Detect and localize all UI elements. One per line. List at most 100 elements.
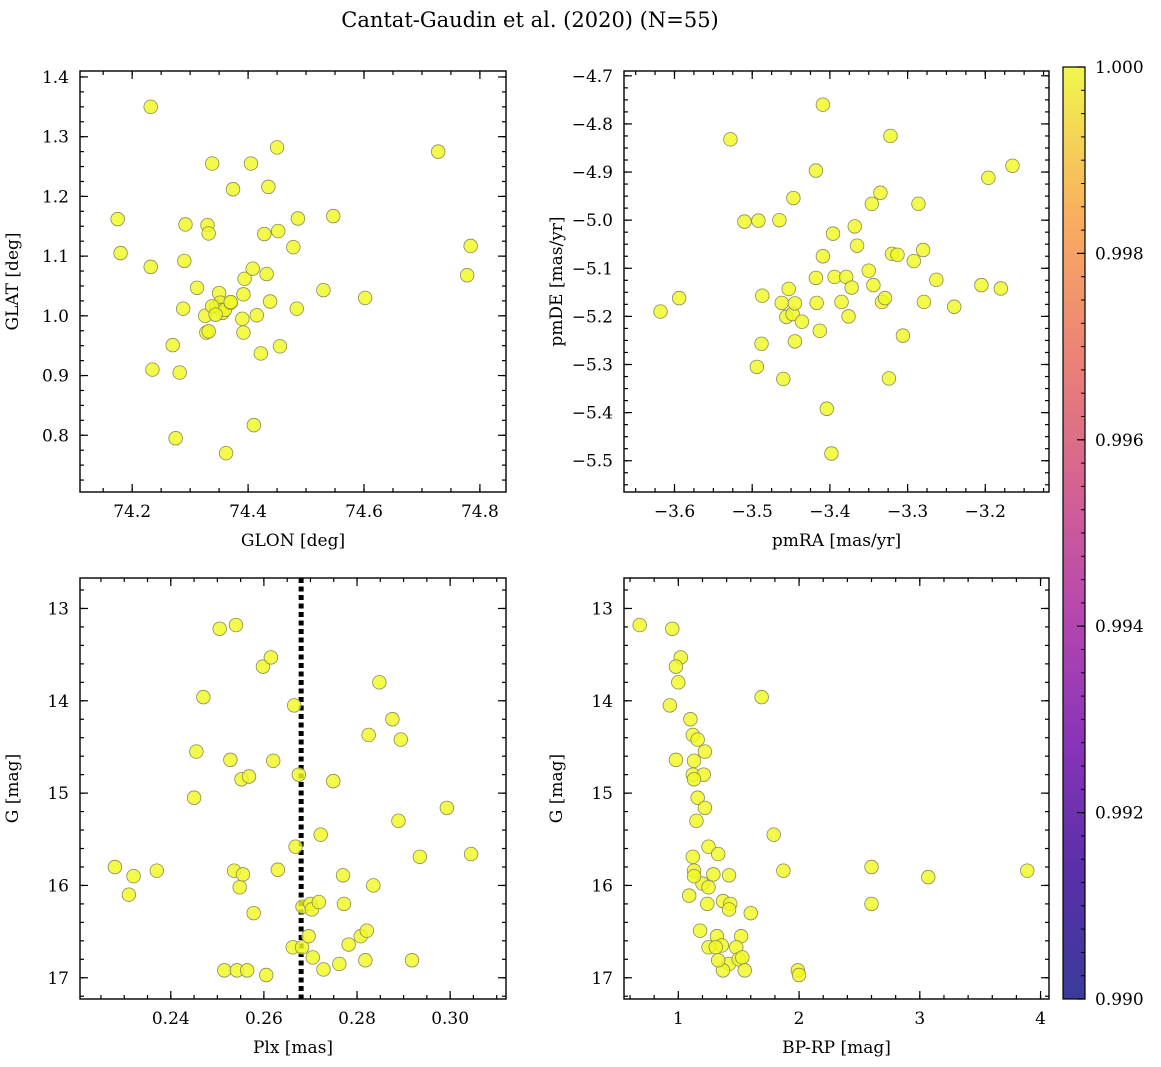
y-tick-label: −5.0 bbox=[572, 211, 613, 231]
axes-frame bbox=[623, 577, 1050, 1000]
data-point bbox=[391, 813, 406, 829]
data-point bbox=[819, 401, 834, 416]
data-point bbox=[981, 170, 996, 186]
data-point bbox=[311, 894, 327, 910]
scatter-points bbox=[632, 617, 1035, 983]
data-point bbox=[861, 263, 876, 278]
data-point bbox=[906, 253, 922, 269]
data-point bbox=[700, 896, 715, 912]
data-point bbox=[361, 727, 376, 743]
axis-ticks bbox=[80, 71, 506, 492]
data-point bbox=[225, 182, 241, 197]
y-tick-label: 15 bbox=[47, 784, 69, 804]
y-tick-label: −5.1 bbox=[572, 259, 613, 279]
y-tick-label: 16 bbox=[47, 876, 69, 896]
data-point bbox=[772, 212, 787, 228]
data-point bbox=[218, 445, 234, 461]
data-point bbox=[864, 859, 879, 875]
y-tick-label: 13 bbox=[591, 599, 613, 619]
data-point bbox=[881, 371, 897, 386]
data-point bbox=[686, 753, 702, 769]
x-tick-label: 1 bbox=[673, 1009, 684, 1029]
data-point bbox=[916, 294, 932, 310]
data-point bbox=[201, 324, 216, 339]
scatter-points bbox=[107, 617, 479, 983]
data-point bbox=[341, 937, 356, 952]
data-point bbox=[808, 163, 824, 178]
y-tick-label: 16 bbox=[591, 876, 613, 896]
data-point bbox=[692, 923, 708, 938]
y-axis-label: G [mag] bbox=[547, 754, 567, 823]
y-tick-label: 1.0 bbox=[42, 307, 69, 327]
data-point bbox=[266, 753, 281, 769]
data-point bbox=[824, 446, 839, 461]
data-point bbox=[915, 242, 931, 258]
x-axis-label: GLON [deg] bbox=[241, 531, 345, 551]
data-point bbox=[263, 650, 279, 665]
colorbar-tick-label: 0.994 bbox=[1095, 617, 1144, 637]
panel-2: −3.6 −3.5 −3.4 −3.3 −3.2 −5.5 −5.4 −5.3 −5.2 −5.1… bbox=[547, 67, 1050, 551]
data-point bbox=[911, 196, 926, 211]
data-point bbox=[743, 905, 758, 921]
data-point bbox=[812, 323, 827, 339]
data-point bbox=[145, 362, 160, 377]
data-point bbox=[686, 772, 702, 787]
data-point bbox=[189, 280, 205, 295]
x-tick-label: 74.6 bbox=[345, 502, 383, 522]
data-point bbox=[243, 156, 259, 171]
data-point bbox=[751, 213, 766, 228]
y-tick-label: 14 bbox=[47, 692, 69, 712]
data-point bbox=[929, 272, 944, 288]
data-point bbox=[246, 417, 262, 433]
data-point bbox=[204, 156, 220, 171]
data-point bbox=[223, 294, 238, 310]
data-point bbox=[754, 689, 769, 705]
data-point bbox=[690, 790, 705, 805]
data-point bbox=[326, 773, 341, 789]
data-point bbox=[685, 849, 701, 865]
colorbar-tick-label: 0.998 bbox=[1095, 244, 1144, 264]
y-tick-label: −5.5 bbox=[572, 452, 613, 472]
panel-3: 0.24 0.26 0.28 0.30 13 14 15 16 17 Plx [mas] G [ma… bbox=[3, 577, 507, 1058]
data-point bbox=[332, 956, 347, 972]
data-point bbox=[787, 334, 803, 349]
x-axis-label: pmRA [mas/yr] bbox=[772, 531, 901, 551]
data-point bbox=[632, 617, 647, 633]
data-point bbox=[737, 963, 752, 978]
data-point bbox=[774, 295, 789, 311]
data-point bbox=[175, 301, 191, 316]
data-point bbox=[787, 296, 803, 311]
colorbar-tick-label: 0.996 bbox=[1095, 431, 1144, 451]
axis-ticks bbox=[624, 578, 1049, 999]
data-point bbox=[270, 862, 286, 877]
y-tick-label: −4.9 bbox=[572, 163, 613, 183]
y-tick-label: −5.4 bbox=[572, 404, 613, 424]
data-point bbox=[249, 308, 264, 323]
data-point bbox=[671, 675, 686, 690]
data-point bbox=[149, 863, 165, 878]
y-tick-label: 15 bbox=[591, 784, 613, 804]
data-point bbox=[459, 268, 475, 283]
data-point bbox=[815, 249, 831, 264]
data-point bbox=[165, 337, 180, 353]
data-point bbox=[849, 238, 865, 253]
data-point bbox=[653, 304, 668, 319]
data-point bbox=[864, 196, 880, 211]
data-point bbox=[301, 929, 316, 944]
x-tick-label: 74.8 bbox=[461, 502, 499, 522]
data-point bbox=[671, 290, 687, 306]
data-point bbox=[890, 247, 905, 262]
data-point bbox=[228, 617, 244, 633]
figure-title: Cantat-Gaudin et al. (2020) (N=55) bbox=[341, 8, 719, 32]
data-point bbox=[463, 846, 479, 862]
x-tick-label: 0.30 bbox=[431, 1009, 469, 1029]
data-point bbox=[177, 253, 192, 269]
data-point bbox=[208, 307, 223, 322]
data-point bbox=[237, 271, 252, 287]
data-point bbox=[463, 238, 478, 254]
data-point bbox=[316, 282, 331, 298]
data-point bbox=[776, 863, 791, 878]
data-point bbox=[723, 132, 738, 147]
data-point bbox=[439, 800, 455, 816]
data-point bbox=[737, 214, 752, 229]
